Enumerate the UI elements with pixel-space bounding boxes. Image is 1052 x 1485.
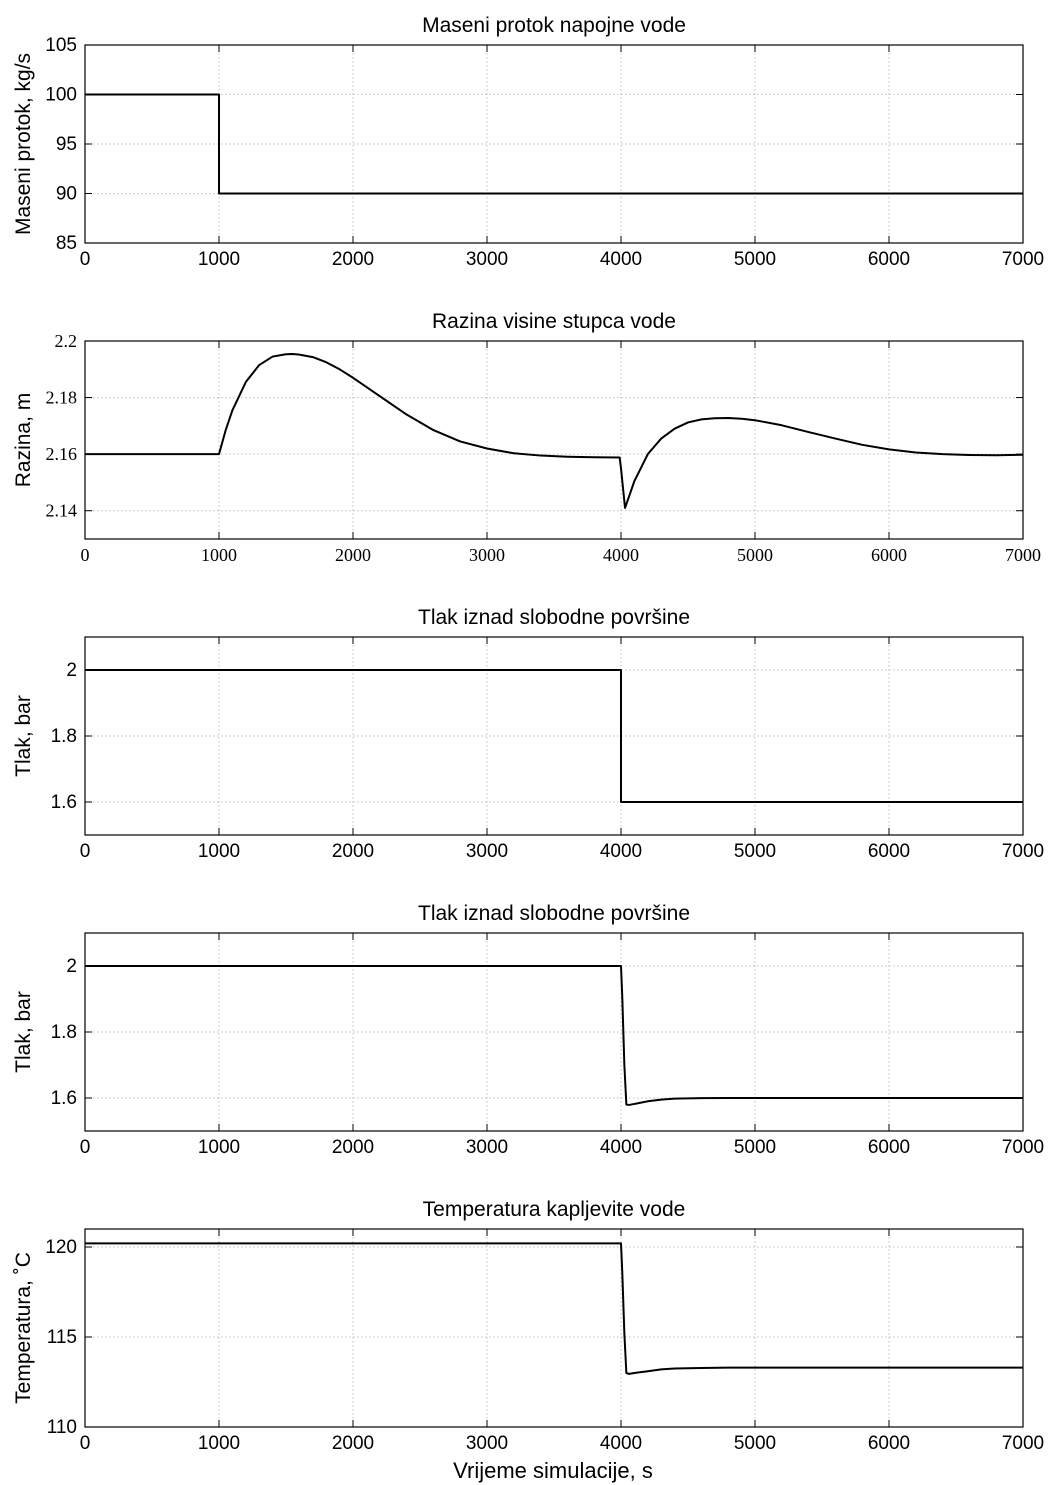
y-axis-label: Tlak, bar <box>12 695 35 777</box>
series-line <box>85 965 1023 1106</box>
x-tick-label: 1000 <box>198 1137 240 1158</box>
x-tick-label: 2000 <box>335 545 371 565</box>
x-tick-label: 0 <box>80 1137 91 1158</box>
x-tick-label: 4000 <box>600 1433 642 1454</box>
y-tick-label: 115 <box>47 1327 77 1348</box>
y-tick-label: 2 <box>66 956 77 977</box>
y-tick-label: 120 <box>45 1237 77 1258</box>
y-tick-label: 100 <box>45 85 77 106</box>
y-tick-label: 105 <box>45 35 77 56</box>
y-tick-label: 2 <box>66 660 77 681</box>
chart-title: Temperatura kapljevite vode <box>423 1198 686 1221</box>
y-axis-label: Maseni protok, kg/s <box>12 53 35 235</box>
series-line <box>85 669 1023 803</box>
plot-frame <box>84 1228 1024 1428</box>
y-tick-label: 2.14 <box>46 501 78 521</box>
y-axis-label: Temperatura, ˚C <box>12 1252 35 1404</box>
chart-panel: 0 1000 2000 3000 4000 5000 6000 7000 1.6 1.8 2 Tlak… <box>12 606 1044 862</box>
x-tick-label: 2000 <box>332 1137 374 1158</box>
x-tick-label: 0 <box>80 841 91 862</box>
x-tick-label: 4000 <box>600 841 642 862</box>
chart-panel: 0 1000 2000 3000 4000 5000 6000 7000 1.6 1.8 2 Tlak… <box>12 902 1044 1158</box>
x-tick-label: 4000 <box>600 249 642 270</box>
figure-xlabel: Vrijeme simulacije, s <box>453 1458 653 1483</box>
x-tick-label: 0 <box>80 1433 91 1454</box>
x-tick-label: 6000 <box>871 545 907 565</box>
x-tick-label: 4000 <box>600 1137 642 1158</box>
chart-title: Tlak iznad slobodne površine <box>418 902 690 925</box>
x-tick-label: 1000 <box>198 841 240 862</box>
x-tick-label: 2000 <box>332 1433 374 1454</box>
y-tick-label: 2.16 <box>46 444 78 464</box>
y-axis-label: Razina, m <box>12 393 35 488</box>
chart-title: Razina visine stupca vode <box>432 310 676 333</box>
x-tick-label: 3000 <box>469 545 505 565</box>
x-tick-label: 3000 <box>466 249 508 270</box>
y-tick-label: 1.6 <box>51 792 77 813</box>
y-tick-label: 1.8 <box>51 1022 77 1043</box>
x-tick-label: 3000 <box>466 1137 508 1158</box>
y-tick-label: 85 <box>56 233 77 254</box>
x-tick-label: 6000 <box>868 1137 910 1158</box>
x-tick-label: 5000 <box>734 1433 776 1454</box>
chart-panel: 0 1000 2000 3000 4000 5000 6000 7000 2.14 2.16 2.1… <box>12 310 1041 565</box>
x-tick-label: 0 <box>80 249 91 270</box>
x-tick-label: 5000 <box>734 841 776 862</box>
x-tick-label: 6000 <box>868 1433 910 1454</box>
series-line <box>85 93 1023 195</box>
x-tick-label: 5000 <box>734 249 776 270</box>
x-tick-label: 2000 <box>332 841 374 862</box>
x-tick-label: 2000 <box>332 249 374 270</box>
x-tick-label: 7000 <box>1002 1433 1044 1454</box>
y-tick-label: 2.18 <box>46 388 78 408</box>
chart-panel: 0 1000 2000 3000 4000 5000 6000 7000 85 90 95 100 10… <box>12 14 1044 270</box>
plot-frame <box>84 340 1024 540</box>
x-tick-label: 1000 <box>198 1433 240 1454</box>
x-tick-label: 7000 <box>1002 1137 1044 1158</box>
x-tick-label: 1000 <box>198 249 240 270</box>
y-tick-label: 1.6 <box>51 1088 77 1109</box>
x-tick-label: 4000 <box>603 545 639 565</box>
x-tick-label: 3000 <box>466 841 508 862</box>
chart-panel: 0 1000 2000 3000 4000 5000 6000 7000 110 115 120 Te… <box>12 1198 1044 1454</box>
x-tick-label: 7000 <box>1005 545 1041 565</box>
y-tick-label: 110 <box>47 1417 77 1438</box>
y-axis-label: Tlak, bar <box>12 991 35 1073</box>
series-line <box>85 353 1024 509</box>
x-tick-label: 6000 <box>868 249 910 270</box>
y-tick-label: 1.8 <box>51 726 77 747</box>
chart-title: Tlak iznad slobodne površine <box>418 606 690 629</box>
y-tick-label: 90 <box>56 184 77 205</box>
x-tick-label: 7000 <box>1002 841 1044 862</box>
x-tick-label: 5000 <box>737 545 773 565</box>
series-line <box>85 1242 1023 1375</box>
x-tick-label: 5000 <box>734 1137 776 1158</box>
x-tick-label: 3000 <box>466 1433 508 1454</box>
x-tick-label: 7000 <box>1002 249 1044 270</box>
x-tick-label: 1000 <box>201 545 237 565</box>
x-tick-label: 6000 <box>868 841 910 862</box>
y-tick-label: 2.2 <box>55 331 78 351</box>
x-tick-label: 0 <box>81 545 90 565</box>
y-tick-label: 95 <box>56 134 77 155</box>
chart-title: Maseni protok napojne vode <box>422 14 686 37</box>
